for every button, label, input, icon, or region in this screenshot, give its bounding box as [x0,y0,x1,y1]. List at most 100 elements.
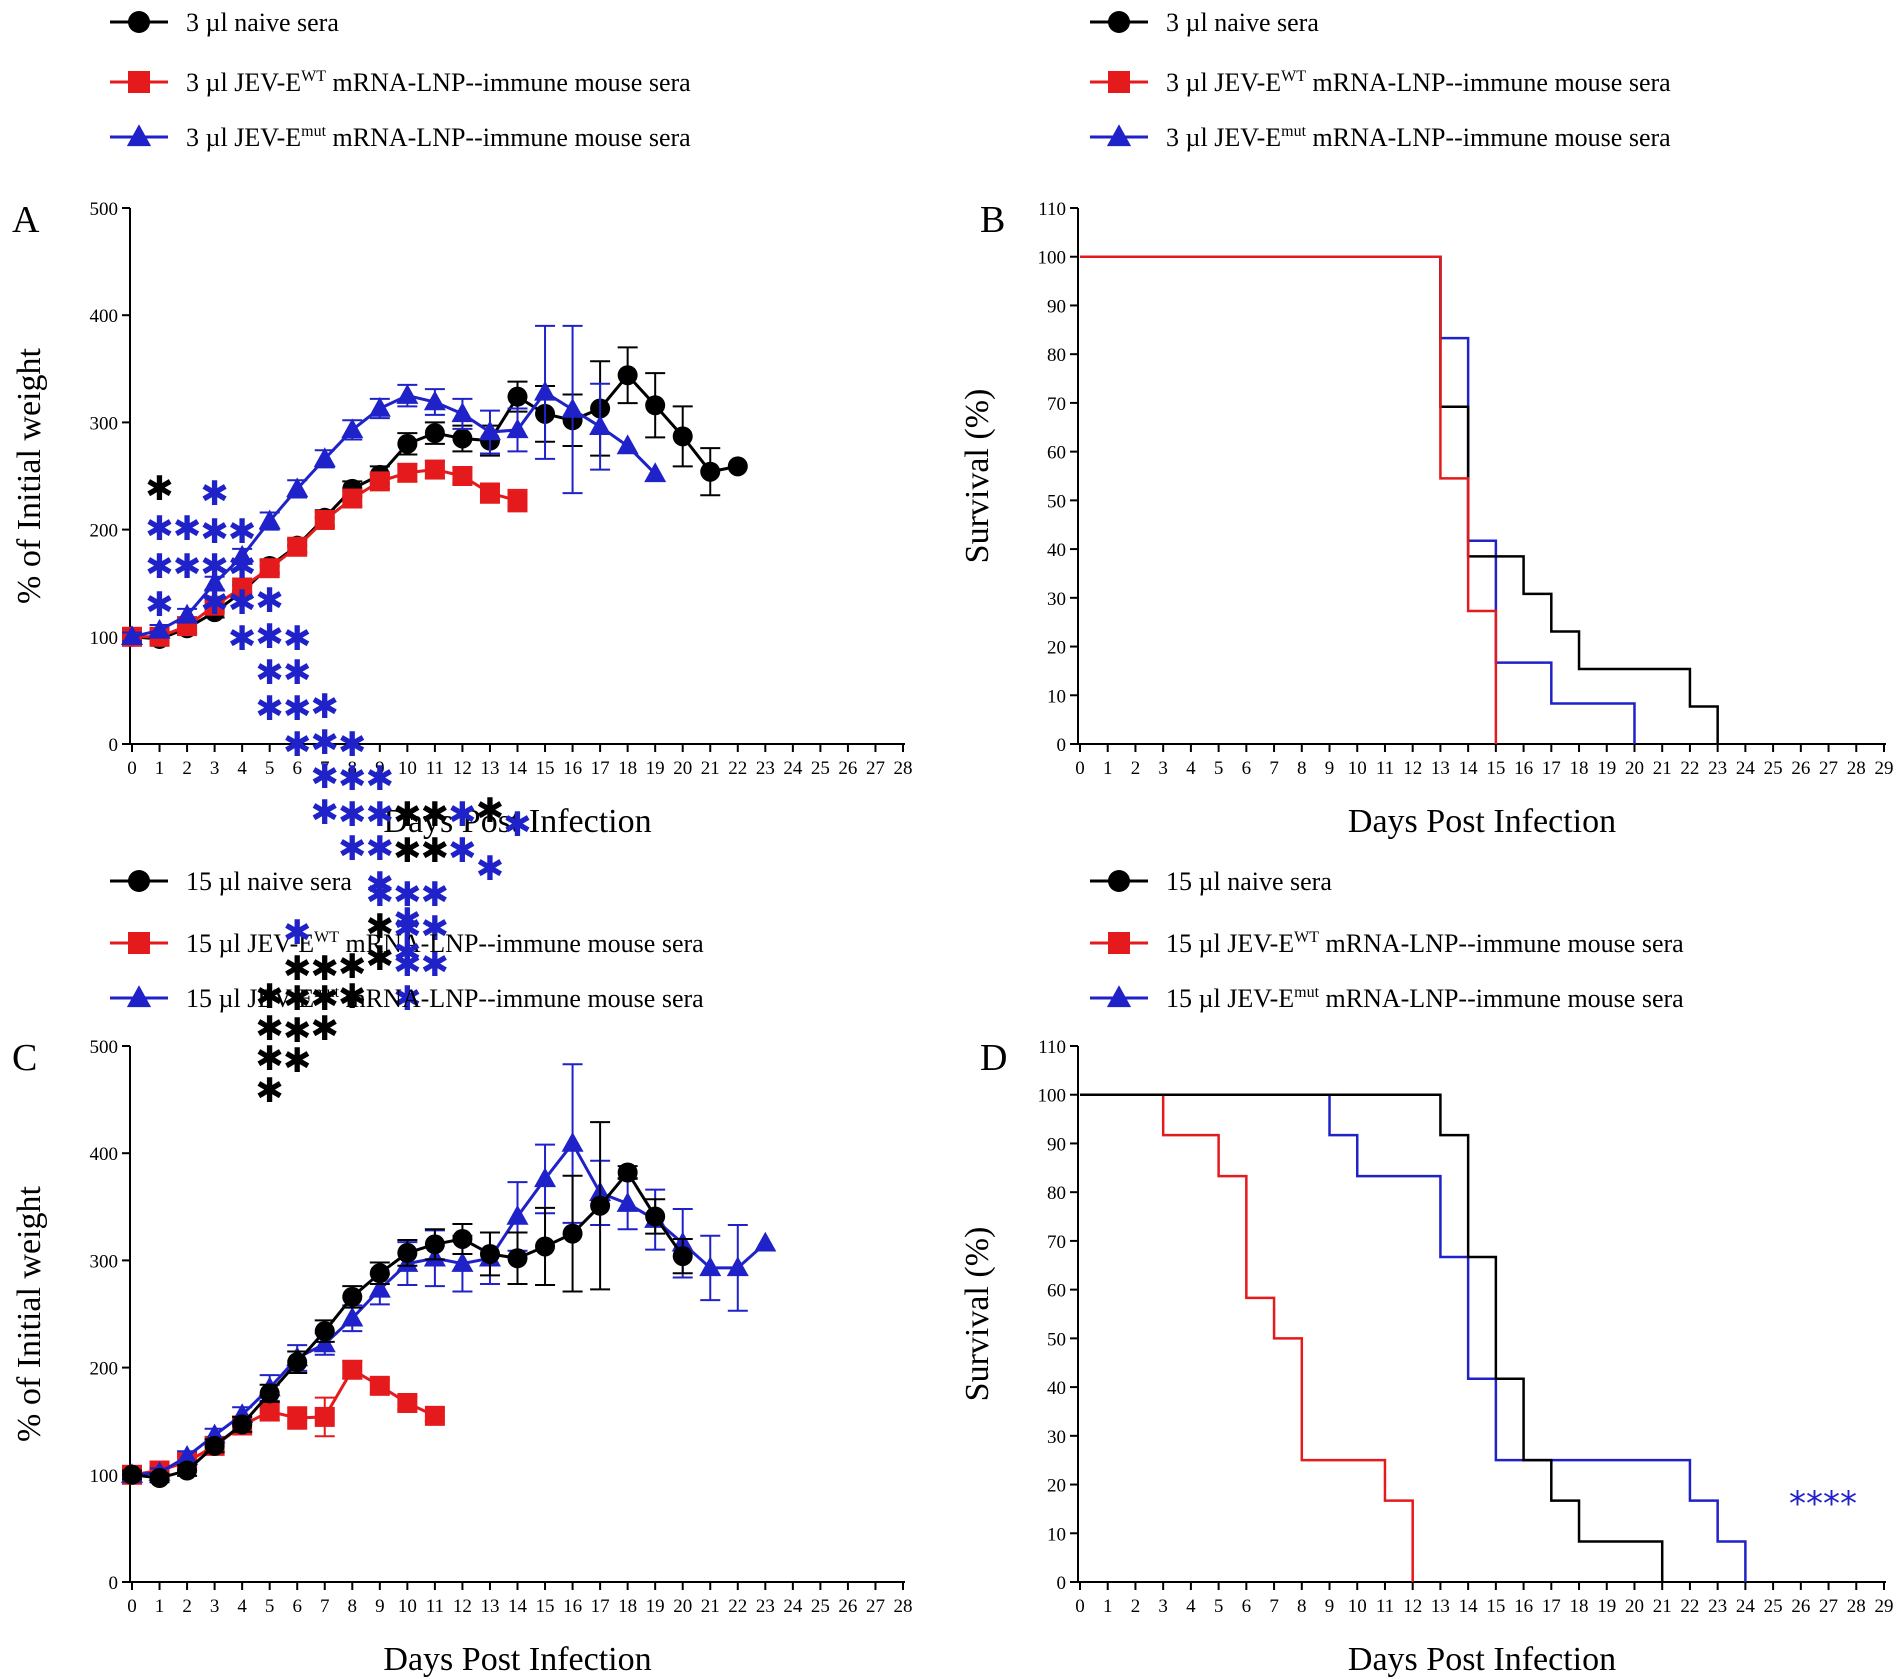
data-point [424,1234,445,1255]
x-tick-label: 5 [1214,758,1224,779]
legend-label-suffix: mRNA-LNP--immune mouse sera [1319,929,1684,958]
x-tick-label: 3 [210,758,220,779]
x-tick-label: 27 [866,758,885,779]
x-tick-label: 18 [1570,758,1589,779]
legend-label-sup: mut [1294,984,1319,1001]
data-point [314,1406,335,1427]
y-tick-label: 200 [90,1359,119,1380]
x-tick-label: 10 [1348,1596,1367,1617]
significance-marker: ✱ [255,581,284,621]
x-tick-label: 17 [1542,758,1561,779]
x-tick-label: 28 [1847,1596,1866,1617]
data-point [286,477,309,498]
data-point [177,1460,198,1481]
x-tick-label: 19 [1597,1596,1616,1617]
legend-label-suffix: mRNA-LNP--immune mouse sera [1306,68,1671,97]
data-point [616,434,639,455]
y-axis-title: Survival (%) [959,389,996,564]
x-tick-label: 13 [1431,758,1450,779]
data-point [561,397,584,418]
significance-marker: ✱ [283,913,312,953]
data-point [314,1321,335,1342]
x-tick-label: 16 [563,758,582,779]
data-point [700,461,721,482]
data-point [148,618,171,639]
significance-marker: ✱ [311,949,340,989]
data-point [589,415,612,435]
significance-marker: ✱ [393,909,422,949]
series-naive [122,1121,693,1489]
data-point [287,536,308,557]
x-tick-label: 24 [783,1596,803,1617]
significance-marker: ✱ [338,725,367,765]
legend-label-sup: mut [1281,123,1306,140]
x-tick-label: 25 [1764,758,1783,779]
x-tick-label: 15 [1486,758,1505,779]
data-point [396,384,419,404]
data-point [341,1306,364,1327]
significance-marker: ✱ [338,977,367,1017]
significance-marker: ✱ [200,474,229,514]
data-point [617,1162,638,1183]
significance-marker: ✱ [311,979,340,1019]
legend-label-text: 15 µl JEV-E [1166,929,1294,958]
significance-marker: ✱ [283,619,312,659]
significance-marker: ✱ [311,1009,340,1049]
x-tick-label: 24 [1736,758,1756,779]
data-point [176,1445,199,1465]
x-tick-label: 11 [1376,758,1394,779]
data-point [369,1263,390,1284]
significance-marker: ✱ [255,617,284,657]
significance-marker: ✱ [255,1009,284,1049]
x-tick-label: 20 [1625,758,1644,779]
y-tick-label: 0 [1057,1573,1067,1594]
significance-marker: ✱ [476,849,505,889]
y-tick-label: 80 [1047,345,1066,366]
legend-label-text: 15 µl naive sera [186,867,352,896]
y-tick-label: 500 [90,1037,119,1058]
significance-marker: ✱ [366,907,395,947]
significance-marker: ✱ [448,831,477,871]
y-tick-label: 30 [1047,1427,1066,1448]
data-point [341,418,364,439]
legend-marker [126,124,152,147]
data-point [451,1252,474,1272]
x-tick-label: 0 [127,758,137,779]
x-tick-label: 3 [1158,758,1168,779]
x-tick-label: 11 [426,758,444,779]
x-tick-label: 2 [1131,758,1141,779]
y-tick-label: 40 [1047,540,1066,561]
data-point [287,1407,308,1428]
y-tick-label: 50 [1047,1329,1066,1350]
data-point [452,428,473,449]
data-point [259,1401,280,1422]
x-tick-label: 15 [536,1596,555,1617]
data-point [259,1383,280,1404]
x-tick-label: 26 [838,1596,857,1617]
x-tick-label: 8 [348,758,358,779]
series-line [131,1140,767,1477]
legend-marker [1106,124,1132,147]
data-point [258,509,281,530]
x-tick-label: 9 [375,758,385,779]
x-tick-label: 23 [1708,1596,1727,1617]
series-naive [1080,1093,1664,1582]
significance-marker: ✱ [393,831,422,871]
x-tick-label: 23 [1708,758,1727,779]
series-mut [121,324,667,646]
significance-marker: ✱ [145,547,174,587]
y-tick-label: 100 [90,628,119,649]
data-point [397,462,418,483]
x-tick-label: 9 [1325,758,1335,779]
x-tick-label: 12 [1403,1596,1422,1617]
data-point [203,571,226,592]
legend-label: 15 µl JEV-Emut mRNA-LNP--immune mouse se… [186,984,704,1013]
x-tick-label: 23 [756,758,775,779]
data-point [259,558,280,579]
x-tick-label: 23 [756,1596,775,1617]
y-tick-label: 90 [1047,1134,1066,1155]
data-point [645,395,666,416]
